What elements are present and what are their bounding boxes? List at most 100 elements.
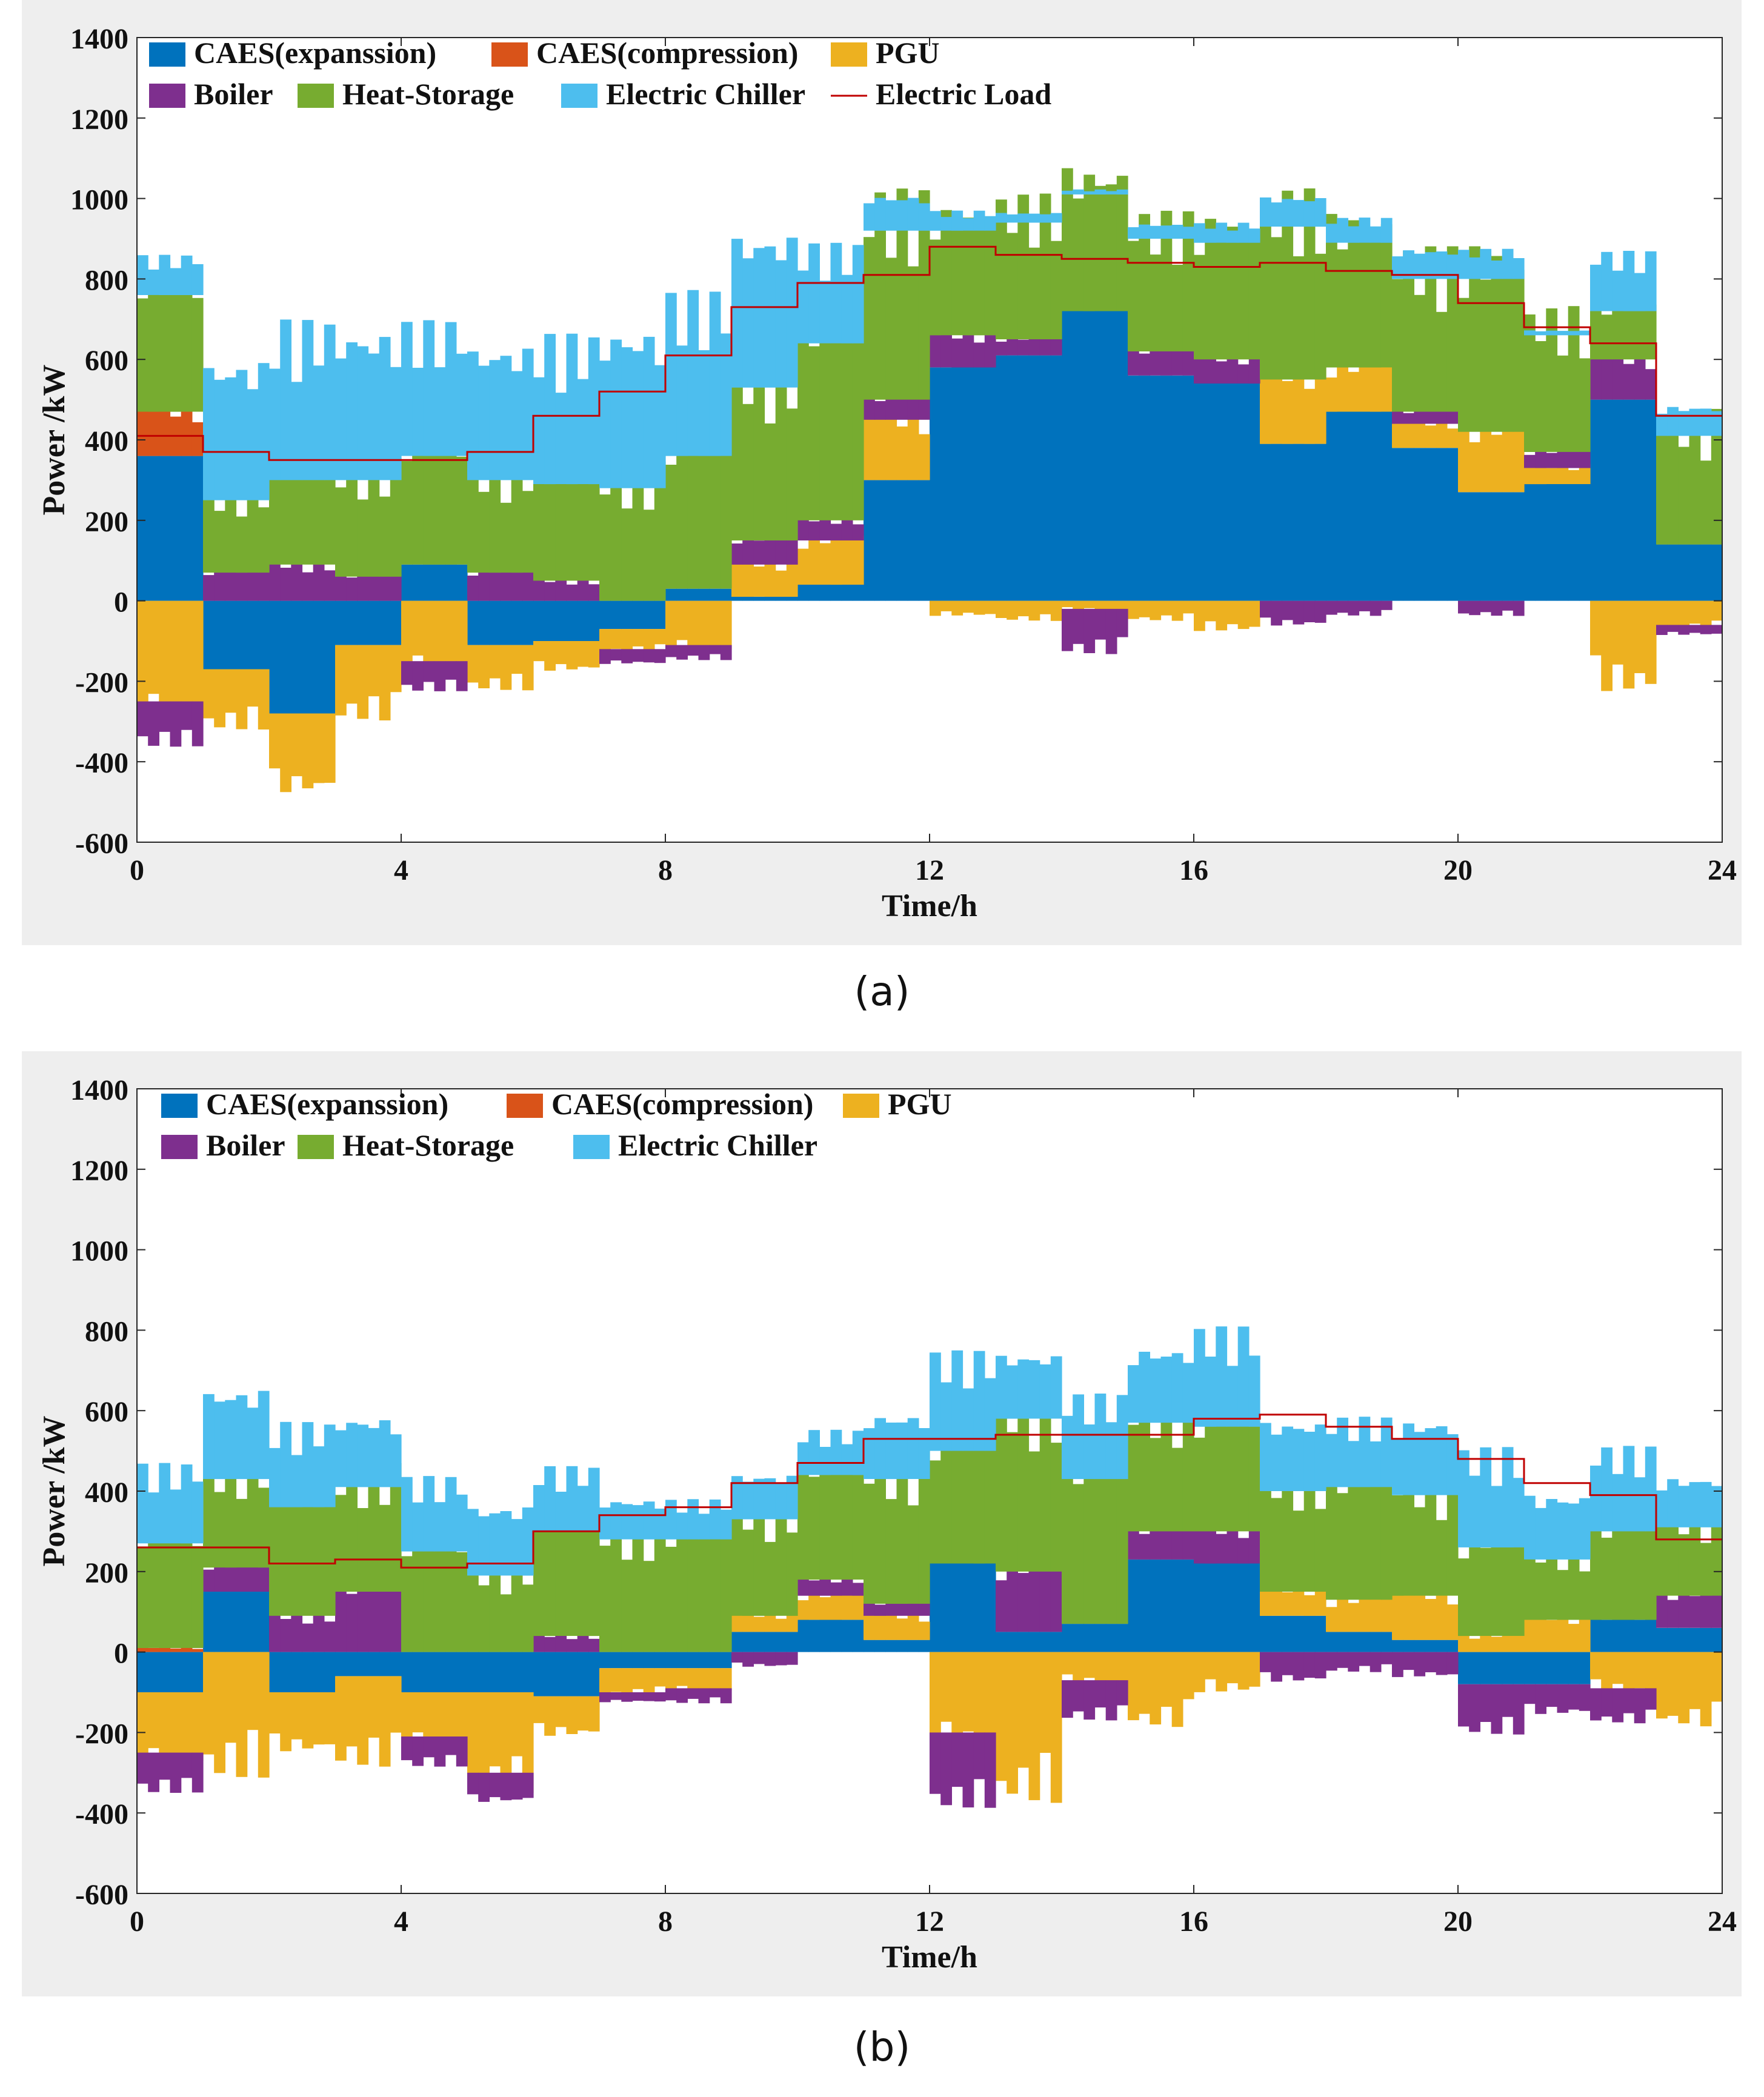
bar-boiler-h5 <box>511 569 523 601</box>
bar-heat-storage-h14 <box>1073 198 1084 311</box>
bar-boiler-h15 <box>1160 351 1173 376</box>
bar-pgu-h19 <box>1425 1599 1437 1640</box>
bar-electric-chiller-h13 <box>1050 213 1062 223</box>
bar-heat-storage-h1 <box>258 507 270 573</box>
bar-heat-storage-h5 <box>467 1559 479 1652</box>
bar-boiler-h11 <box>907 1602 919 1616</box>
bar-pgu-h17 <box>1314 1586 1326 1616</box>
bar-pgu-h1 <box>247 669 259 707</box>
bar-caes-compression-h0 <box>137 405 148 456</box>
bar-heat-storage-h9 <box>753 1495 765 1616</box>
bar-caes-expanssion-h23 <box>1711 544 1723 601</box>
bar-boiler-h7 <box>621 649 633 663</box>
bar-pgu-h11 <box>874 419 886 480</box>
bar-pgu-h8 <box>698 1668 710 1689</box>
bar-heat-storage-h10 <box>852 1457 864 1580</box>
legend-swatch-caes-expanssion <box>149 42 185 67</box>
bar-boiler-h22 <box>1645 1688 1657 1710</box>
bar-boiler-h0 <box>170 701 182 747</box>
bar-heat-storage-h1 <box>214 511 225 573</box>
bar-electric-chiller-h9 <box>786 1475 798 1520</box>
bar-caes-expanssion-h17 <box>1303 1615 1316 1652</box>
bar-boiler-h5 <box>522 571 534 601</box>
legend-label-caes-compression: CAES(compression) <box>551 1087 813 1121</box>
bar-heat-storage-h12 <box>930 239 941 336</box>
bar-boiler-h3 <box>346 1594 358 1652</box>
bar-pgu-h6 <box>588 1696 600 1732</box>
bar-boiler-h6 <box>533 577 545 601</box>
bar-heat-storage-h20 <box>1502 264 1514 432</box>
bar-caes-expanssion-h12 <box>962 1563 974 1652</box>
bar-electric-chiller-h5 <box>478 365 490 480</box>
bar-caes-expanssion-h3 <box>379 600 391 645</box>
bar-pgu-h3 <box>335 1676 347 1761</box>
bar-boiler-h21 <box>1579 450 1591 468</box>
bar-electric-chiller-h17 <box>1260 197 1271 227</box>
bar-pgu-h6 <box>533 641 545 662</box>
bar-pgu-h13 <box>1050 1652 1062 1803</box>
series-heat-storage <box>137 168 1723 601</box>
bar-caes-expanssion-h11 <box>896 1640 908 1652</box>
bar-heat-storage-h0 <box>159 1535 171 1648</box>
y-tick-label: 600 <box>85 345 128 377</box>
bar-caes-expanssion-h12 <box>951 1563 964 1652</box>
bar-boiler-h22 <box>1612 351 1624 400</box>
bar-pgu-h6 <box>577 1696 589 1731</box>
bar-heat-storage-h10 <box>841 330 853 520</box>
bar-caes-expanssion-h10 <box>808 585 820 601</box>
bar-electric-chiller-h6 <box>544 334 556 485</box>
bar-pgu-h1 <box>203 1652 215 1755</box>
bar-heat-storage-h22 <box>1645 1519 1657 1620</box>
bar-boiler-h3 <box>390 1582 402 1652</box>
bar-electric-chiller-h7 <box>599 361 611 488</box>
bar-heat-storage-h4 <box>434 1541 446 1652</box>
bar-boiler-h14 <box>1094 1680 1107 1708</box>
bar-pgu-h2 <box>302 713 314 789</box>
bar-heat-storage-h15 <box>1182 1396 1194 1532</box>
bar-electric-chiller-h22 <box>1612 270 1624 311</box>
bar-boiler-h9 <box>742 1652 754 1667</box>
bar-caes-expanssion-h3 <box>390 1652 402 1677</box>
bar-caes-expanssion-h13 <box>1050 1632 1062 1652</box>
bar-electric-chiller-h20 <box>1469 1475 1480 1547</box>
bar-electric-chiller-h8 <box>676 1512 688 1540</box>
bar-boiler-h7 <box>654 649 666 663</box>
bar-boiler-h14 <box>1073 1680 1084 1712</box>
bar-electric-chiller-h6 <box>577 1486 589 1532</box>
bar-heat-storage-h5 <box>522 491 534 573</box>
bar-boiler-h23 <box>1700 625 1712 634</box>
bar-boiler-h4 <box>434 1736 446 1767</box>
x-tick-label: 4 <box>394 854 408 886</box>
bar-heat-storage-h12 <box>951 1447 964 1564</box>
bar-caes-expanssion-h18 <box>1326 411 1337 601</box>
bar-pgu-h23 <box>1689 1652 1701 1709</box>
bar-pgu-h21 <box>1579 464 1591 484</box>
bar-heat-storage-h23 <box>1711 1510 1723 1596</box>
bar-electric-chiller-h0 <box>148 1492 159 1544</box>
bar-electric-chiller-h6 <box>588 1467 600 1532</box>
bar-electric-chiller-h6 <box>555 393 567 484</box>
bar-heat-storage-h1 <box>258 1487 270 1568</box>
bar-boiler-h12 <box>930 1732 941 1794</box>
bar-electric-chiller-h16 <box>1216 222 1228 243</box>
bar-electric-chiller-h2 <box>269 368 281 480</box>
bar-heat-storage-h17 <box>1260 198 1271 380</box>
bar-electric-chiller-h3 <box>390 1434 402 1487</box>
bar-caes-compression-h0 <box>159 402 171 456</box>
bar-caes-expanssion-h11 <box>918 1640 930 1652</box>
bar-boiler-h22 <box>1634 1688 1646 1724</box>
bar-electric-chiller-h3 <box>368 353 380 480</box>
bar-heat-storage-h1 <box>225 1457 237 1568</box>
bar-boiler-h13 <box>1028 1561 1040 1632</box>
bar-caes-expanssion-h20 <box>1513 492 1525 601</box>
bar-pgu-h4 <box>401 600 413 676</box>
bar-electric-chiller-h7 <box>632 1505 644 1540</box>
bar-heat-storage-h7 <box>599 1546 611 1652</box>
bar-pgu-h17 <box>1293 365 1305 444</box>
bar-electric-chiller-h9 <box>753 248 765 388</box>
bar-pgu-h8 <box>709 600 721 652</box>
bar-electric-chiller-h18 <box>1337 1417 1348 1487</box>
bar-boiler-h5 <box>478 567 490 601</box>
bar-heat-storage-h21 <box>1557 1570 1569 1620</box>
